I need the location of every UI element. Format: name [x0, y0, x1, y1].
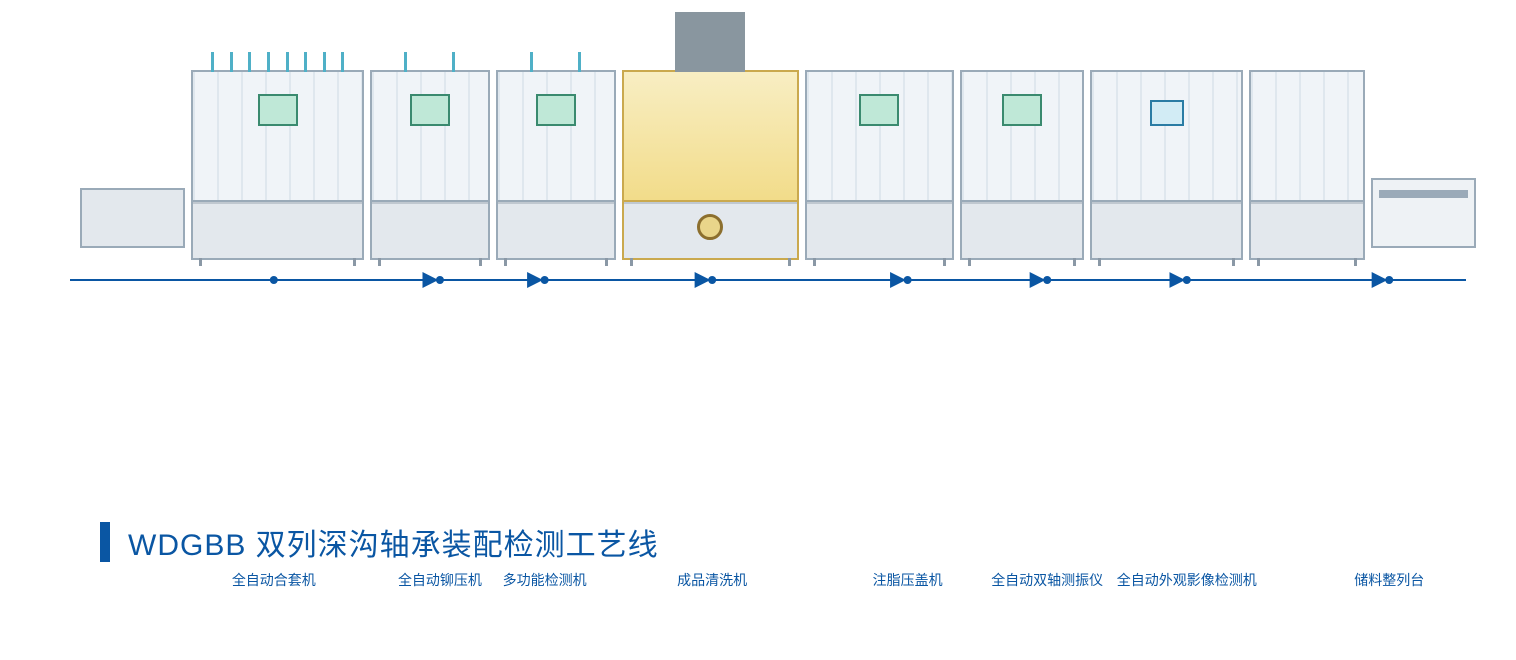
station-label: 储料整列台 — [1354, 570, 1424, 590]
station-8-conveyor — [1371, 178, 1476, 248]
station-label: 注脂压盖机 — [873, 570, 943, 590]
wash-port-icon — [697, 214, 723, 240]
page-title: WDGBB 双列深沟轴承装配检测工艺线 — [100, 520, 659, 564]
station-7 — [1090, 70, 1243, 260]
actuator-rods — [203, 52, 352, 72]
hmi-panel-icon — [410, 94, 450, 126]
station-6 — [960, 70, 1085, 260]
station-label: 全自动铆压机 — [398, 570, 482, 590]
station-label: 全自动双轴测振仪 — [991, 570, 1103, 590]
flow-line: 全自动合套机全自动铆压机多功能检测机成品清洗机注脂压盖机全自动双轴测振仪全自动外… — [70, 270, 1466, 330]
vision-screen-icon — [1150, 100, 1184, 126]
actuator-rods — [382, 52, 478, 72]
hmi-panel-icon — [1002, 94, 1042, 126]
leading-tray — [80, 188, 185, 248]
station-7b — [1249, 70, 1364, 260]
machine-row — [80, 30, 1476, 260]
title-text: WDGBB 双列深沟轴承装配检测工艺线 — [128, 520, 659, 564]
title-accent-bar — [100, 522, 110, 562]
station-5 — [805, 70, 954, 260]
hmi-panel-icon — [859, 94, 899, 126]
station-label: 全自动外观影像检测机 — [1117, 570, 1257, 590]
hmi-panel-icon — [536, 94, 576, 126]
station-1 — [191, 70, 364, 260]
actuator-rods — [508, 52, 604, 72]
station-2 — [370, 70, 490, 260]
exhaust-chimney-icon — [675, 12, 745, 72]
station-label: 多功能检测机 — [503, 570, 587, 590]
station-label: 成品清洗机 — [677, 570, 747, 590]
station-label: 全自动合套机 — [232, 570, 316, 590]
hmi-panel-icon — [258, 94, 298, 126]
station-3 — [496, 70, 616, 260]
station-4-washer — [622, 70, 799, 260]
